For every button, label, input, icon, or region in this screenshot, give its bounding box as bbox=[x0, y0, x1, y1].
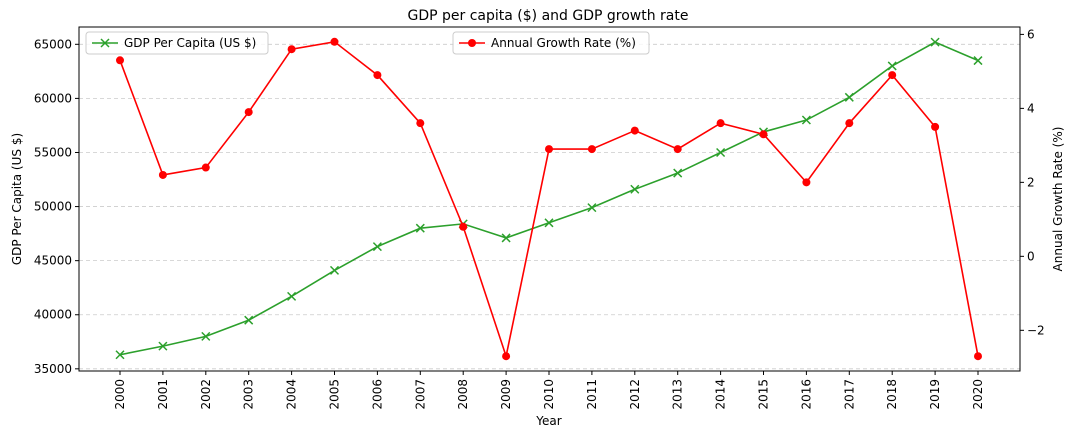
growth-data-point bbox=[158, 170, 167, 179]
gdp-data-point bbox=[287, 291, 297, 301]
gdp-data-point bbox=[501, 233, 511, 243]
x-tick-label: 2002 bbox=[199, 379, 213, 410]
growth-data-point bbox=[244, 108, 253, 117]
growth-data-point bbox=[373, 71, 382, 80]
growth-data-point bbox=[116, 56, 124, 65]
x-axis: 2000 2001 2002 2003 2004 2005 2006 2007 2008 2009… bbox=[113, 371, 985, 410]
legend-growth-label: Annual Growth Rate (%) bbox=[491, 36, 636, 50]
gdp-data-point bbox=[115, 350, 125, 360]
x-tick-label: 2009 bbox=[499, 379, 513, 410]
gdp-data-point bbox=[158, 341, 168, 351]
gdp-data-point bbox=[630, 184, 640, 194]
x-tick-label: 2017 bbox=[842, 379, 856, 410]
gdp-data-point bbox=[244, 315, 254, 325]
gdp-data-point bbox=[201, 331, 211, 341]
growth-data-point bbox=[845, 119, 854, 128]
x-tick-label: 2003 bbox=[242, 379, 256, 410]
left-y-tick-label: 40000 bbox=[34, 308, 72, 322]
left-y-axis-label: GDP Per Capita (US $) bbox=[10, 133, 24, 265]
growth-data-point bbox=[759, 130, 768, 139]
growth-data-point bbox=[545, 145, 553, 154]
x-tick-label: 2012 bbox=[628, 379, 642, 410]
left-y-tick-label: 35000 bbox=[34, 362, 72, 376]
growth-data-point bbox=[974, 352, 982, 361]
right-y-axis: −2 0 2 4 6 bbox=[1020, 27, 1045, 337]
series-layer bbox=[115, 37, 983, 361]
gdp-series-line bbox=[119, 41, 979, 356]
gdp-data-point bbox=[930, 37, 940, 47]
gdp-data-point bbox=[673, 168, 683, 178]
gdp-data-point bbox=[973, 56, 983, 66]
x-tick-label: 2016 bbox=[799, 379, 813, 410]
gdp-data-point bbox=[544, 218, 554, 228]
growth-series-line bbox=[119, 40, 979, 360]
left-y-tick-label: 50000 bbox=[34, 200, 72, 214]
growth-data-point bbox=[673, 145, 682, 154]
legend-growth-circle-marker-icon bbox=[468, 39, 476, 47]
right-y-tick-label: 6 bbox=[1027, 27, 1035, 41]
legend-gdp-box bbox=[85, 31, 269, 55]
gdp-data-point bbox=[844, 92, 854, 102]
right-y-tick-label: 4 bbox=[1027, 101, 1035, 115]
legend-gdp: GDP Per Capita (US $) bbox=[85, 31, 269, 55]
right-y-axis-label: Annual Growth Rate (%) bbox=[1051, 127, 1065, 272]
x-tick-label: 2008 bbox=[456, 379, 470, 410]
growth-data-point bbox=[888, 71, 897, 80]
x-tick-label: 2020 bbox=[971, 379, 985, 410]
x-tick-label: 2010 bbox=[542, 379, 556, 410]
gdp-data-point bbox=[887, 61, 897, 71]
x-axis-label: Year bbox=[535, 414, 561, 428]
legend-gdp-label: GDP Per Capita (US $) bbox=[124, 36, 256, 50]
x-tick-label: 2005 bbox=[328, 379, 342, 410]
x-tick-label: 2015 bbox=[757, 379, 771, 410]
plot-frame bbox=[78, 26, 1021, 372]
gdp-data-point bbox=[716, 147, 726, 158]
right-y-tick-label: −2 bbox=[1027, 323, 1045, 337]
legend-gdp-x-marker-icon bbox=[100, 38, 110, 48]
growth-data-point bbox=[502, 352, 511, 361]
left-y-tick-label: 45000 bbox=[34, 254, 72, 268]
left-y-tick-label: 65000 bbox=[34, 37, 72, 51]
growth-data-point bbox=[630, 126, 639, 135]
left-y-tick-label: 55000 bbox=[34, 145, 72, 159]
legend-growth-box bbox=[452, 31, 650, 55]
x-tick-label: 2013 bbox=[671, 379, 685, 410]
x-tick-label: 2018 bbox=[885, 379, 899, 410]
x-tick-label: 2000 bbox=[113, 379, 127, 410]
growth-data-point bbox=[416, 119, 425, 128]
gridlines bbox=[79, 43, 1020, 370]
growth-data-point bbox=[931, 122, 940, 131]
gdp-data-point bbox=[415, 223, 425, 233]
growth-data-point bbox=[802, 178, 811, 187]
x-tick-label: 2001 bbox=[156, 379, 170, 410]
x-tick-label: 2004 bbox=[285, 379, 299, 410]
growth-data-point bbox=[287, 45, 296, 54]
left-y-axis: 35000 40000 45000 50000 55000 60000 65000 bbox=[34, 37, 79, 376]
growth-data-point bbox=[330, 37, 339, 46]
x-tick-label: 2019 bbox=[928, 379, 942, 410]
gdp-data-point bbox=[587, 203, 597, 213]
right-y-tick-label: 2 bbox=[1027, 175, 1035, 189]
growth-data-point bbox=[716, 119, 725, 128]
growth-data-point bbox=[587, 145, 596, 154]
gdp-data-point bbox=[372, 242, 382, 252]
x-tick-label: 2011 bbox=[585, 379, 599, 410]
x-tick-label: 2007 bbox=[413, 379, 427, 410]
gdp-data-point bbox=[329, 265, 340, 275]
growth-data-point bbox=[201, 163, 210, 172]
legend-growth: Annual Growth Rate (%) bbox=[452, 31, 650, 55]
gdp-data-point bbox=[801, 115, 811, 125]
right-y-tick-label: 0 bbox=[1027, 249, 1035, 263]
chart-title: GDP per capita ($) and GDP growth rate bbox=[408, 8, 689, 24]
x-tick-label: 2006 bbox=[370, 379, 384, 410]
left-y-tick-label: 60000 bbox=[34, 91, 72, 105]
growth-data-point bbox=[459, 222, 468, 231]
x-tick-label: 2014 bbox=[714, 379, 728, 410]
